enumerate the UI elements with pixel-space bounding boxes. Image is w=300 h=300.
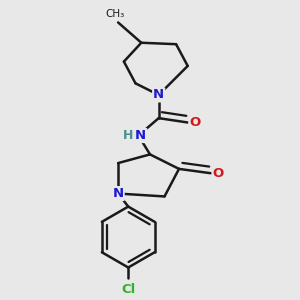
Text: CH₃: CH₃ [106, 9, 125, 19]
Text: N: N [153, 88, 164, 101]
Text: H: H [123, 129, 134, 142]
Text: N: N [112, 187, 124, 200]
Text: O: O [189, 116, 201, 129]
Text: O: O [212, 167, 224, 180]
Text: Cl: Cl [121, 284, 135, 296]
Text: N: N [135, 129, 146, 142]
